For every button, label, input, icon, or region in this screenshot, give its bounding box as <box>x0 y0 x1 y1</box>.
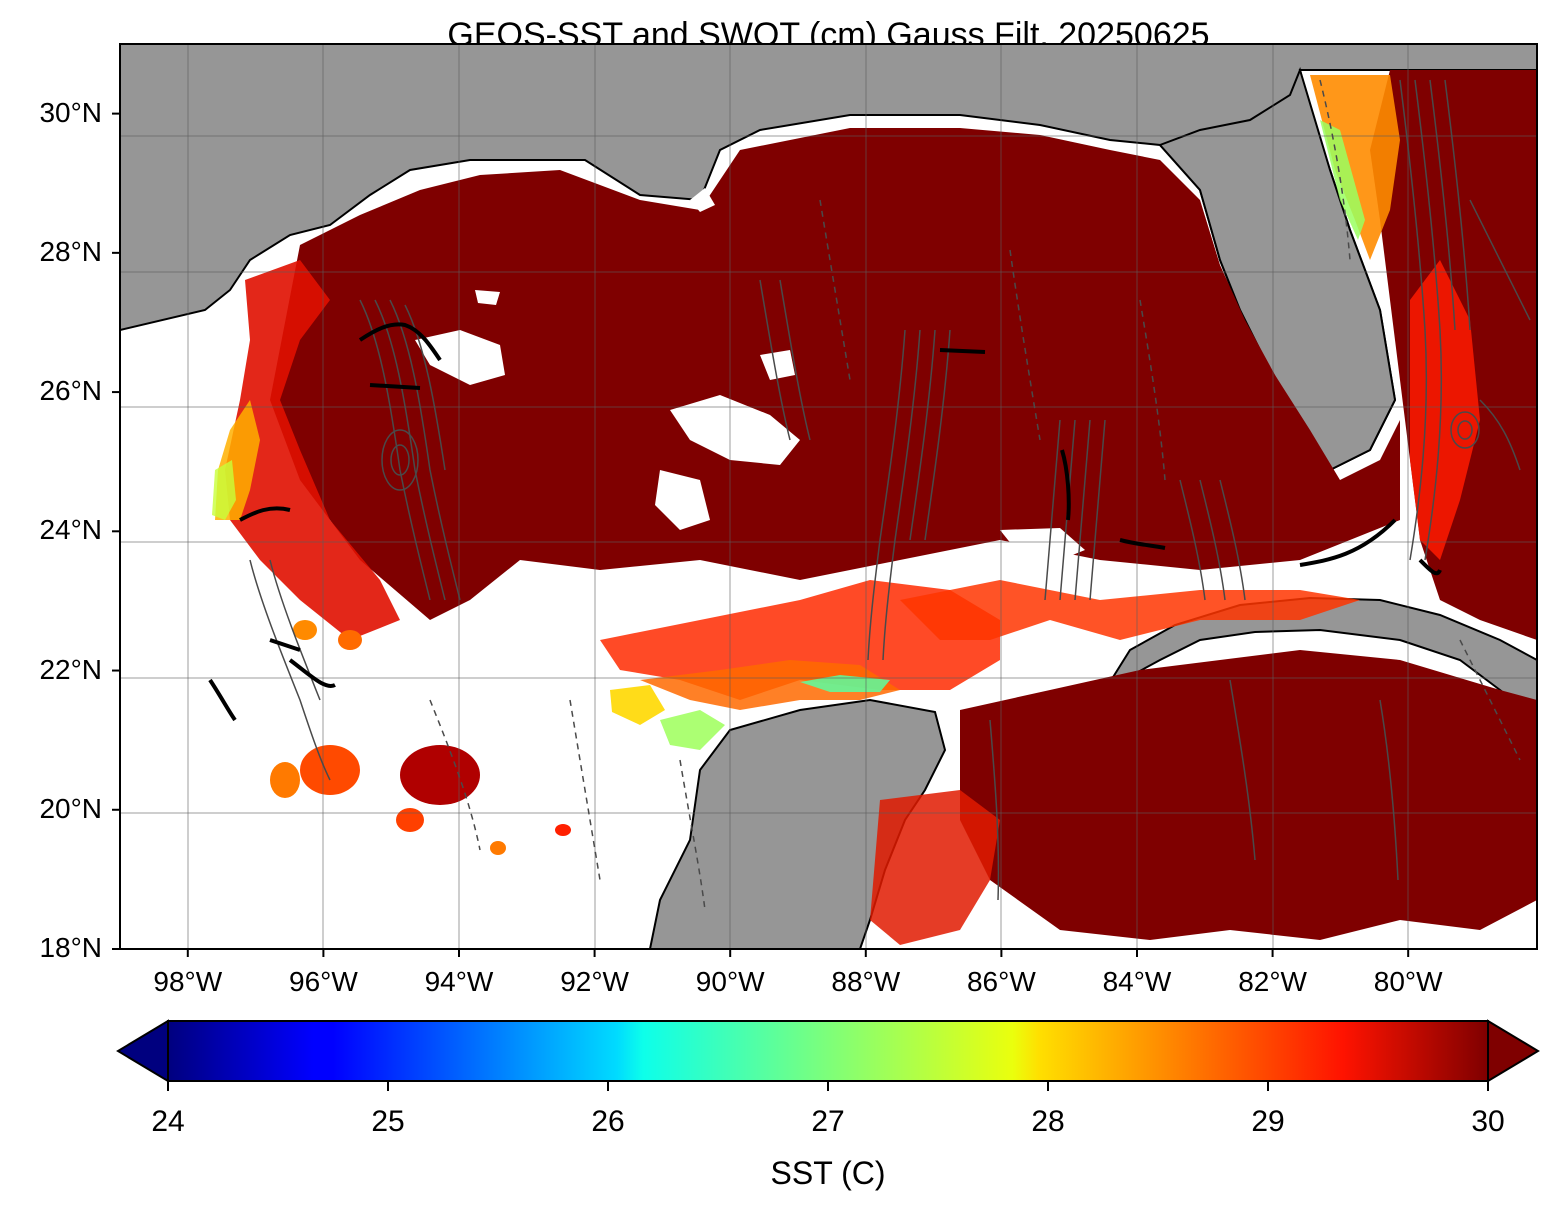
lon-tick-label: 80°W <box>1373 966 1443 997</box>
colorbar-extend-max <box>1487 1019 1540 1083</box>
lon-tick-label: 84°W <box>1102 966 1172 997</box>
lat-tick-label: 26°N <box>39 375 102 407</box>
sst-patch <box>490 841 506 855</box>
colorbar-body <box>167 1020 1489 1082</box>
sst-patch <box>338 630 362 650</box>
colorbar <box>116 1019 1540 1091</box>
sst-western-coastal-green <box>212 460 236 520</box>
colorbar-tick-label: 30 <box>1471 1105 1505 1138</box>
lat-tick-label: 20°N <box>39 792 102 824</box>
lat-ticks <box>112 112 120 950</box>
colorbar-tick-label: 28 <box>1031 1105 1065 1138</box>
lon-tick-label: 98°W <box>153 966 223 997</box>
lon-tick-label: 88°W <box>831 966 901 997</box>
lon-tick-label: 86°W <box>966 966 1036 997</box>
sst-southern-warm-band <box>640 660 900 710</box>
lon-tick-label: 82°W <box>1238 966 1307 997</box>
sst-southern-front <box>600 580 1000 700</box>
lat-tick-label: 30°N <box>39 96 102 128</box>
sst-patch <box>396 808 424 832</box>
sst-atlantic-coastal-green <box>1320 120 1365 240</box>
lon-ticks <box>186 949 1410 957</box>
sst-campeche-green <box>660 710 725 750</box>
lat-tick-label: 22°N <box>39 653 102 685</box>
sst-patch <box>300 745 360 795</box>
sst-campeche-yellow <box>610 685 665 725</box>
map-frame <box>119 43 1538 950</box>
colorbar-tick-label: 27 <box>811 1105 845 1138</box>
sst-yucatan-green <box>800 675 890 692</box>
sst-warm-core <box>270 128 1400 620</box>
sst-atlantic-coastal <box>1310 75 1400 260</box>
sst-patch <box>270 762 300 798</box>
lat-tick-label: 24°N <box>39 514 102 546</box>
lon-tick-label: 90°W <box>695 966 765 997</box>
colorbar-tick-label: 25 <box>371 1105 405 1138</box>
lon-tick-label: 96°W <box>289 966 358 997</box>
map-area <box>120 44 1537 949</box>
colorbar-tick-label: 26 <box>591 1105 625 1138</box>
cloud-gaps <box>415 188 1085 560</box>
lon-tick-label: 92°W <box>560 966 629 997</box>
colorbar-ticks <box>167 1081 1489 1091</box>
lat-tick-label: 28°N <box>39 235 102 267</box>
sst-patch <box>293 620 317 640</box>
sst-caribbean-red <box>870 790 1000 945</box>
sst-gulf-stream-red <box>1410 260 1480 560</box>
sst-patch <box>400 745 480 805</box>
colorbar-tick-label: 24 <box>151 1105 185 1138</box>
colorbar-tick-label: 29 <box>1251 1105 1285 1138</box>
lat-tick-label: 18°N <box>39 932 102 963</box>
gridlines <box>120 44 1537 949</box>
swot-contours-dashed <box>429 79 1521 911</box>
sst-western-shelf <box>225 260 400 640</box>
zero-contours <box>208 322 1442 722</box>
lon-tick-label: 94°W <box>424 966 494 997</box>
swot-contours <box>249 79 1531 901</box>
sst-patch <box>555 824 571 836</box>
colorbar-label: SST (C) <box>770 1155 886 1191</box>
colorbar-extend-min <box>116 1019 169 1083</box>
